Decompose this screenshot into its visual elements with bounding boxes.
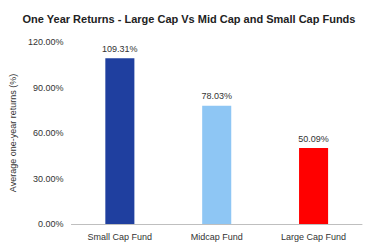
svg-text:One Year Returns - Large Cap V: One Year Returns - Large Cap Vs Mid Cap … [23, 13, 356, 25]
svg-text:Large Cap Fund: Large Cap Fund [281, 232, 346, 242]
svg-text:78.03%: 78.03% [201, 91, 232, 101]
svg-text:120.00%: 120.00% [28, 37, 64, 47]
svg-text:Average one-year returns (%): Average one-year returns (%) [8, 74, 18, 192]
svg-text:109.31%: 109.31% [102, 44, 138, 54]
svg-text:0.00%: 0.00% [38, 219, 64, 229]
svg-text:50.09%: 50.09% [298, 134, 329, 144]
svg-text:30.00%: 30.00% [33, 174, 64, 184]
svg-text:Midcap Fund: Midcap Fund [191, 232, 243, 242]
svg-text:Small Cap Fund: Small Cap Fund [88, 232, 153, 242]
svg-text:60.00%: 60.00% [33, 128, 64, 138]
svg-text:90.00%: 90.00% [33, 83, 64, 93]
